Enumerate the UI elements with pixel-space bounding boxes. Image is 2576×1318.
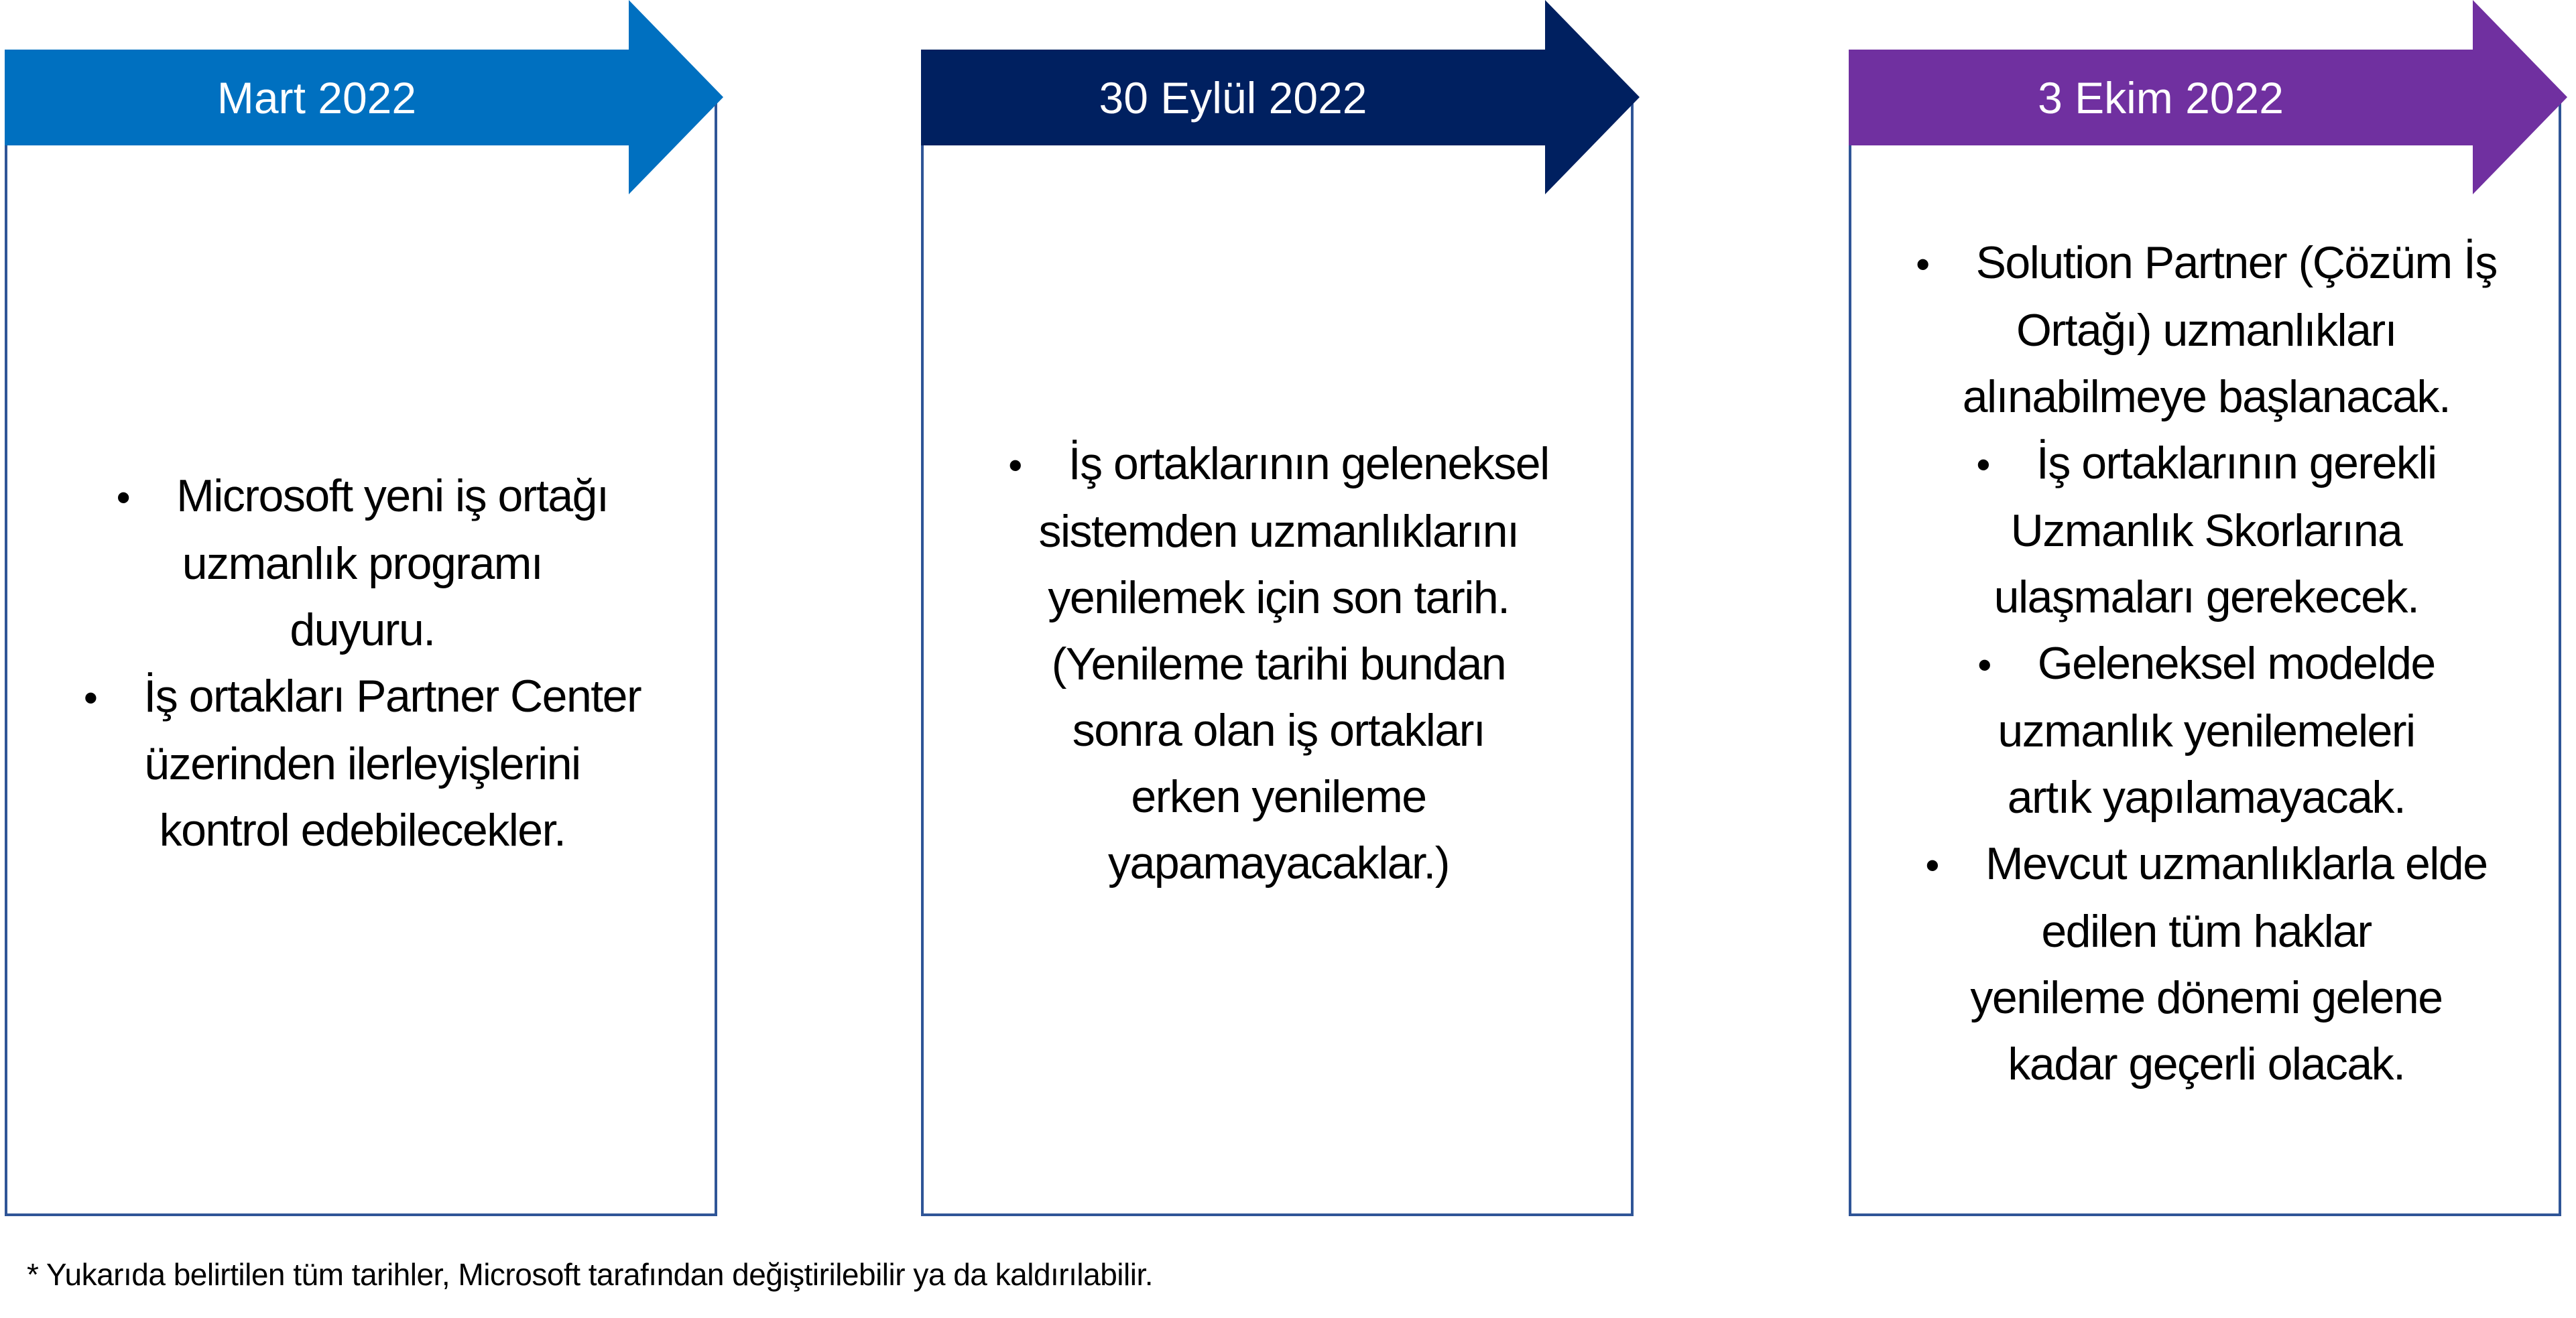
stage-box — [5, 97, 717, 1216]
bullet-text: İş ortaklarının geleneksel sistemden uzm… — [1038, 438, 1550, 888]
bullet-item: • Microsoft yeni iş ortağı uzmanlık progr… — [117, 463, 609, 663]
stage-box — [1849, 97, 2561, 1216]
timeline-stage-3: 3 Ekim 2022 • Solution Partner (Çözüm İş … — [1849, 0, 2567, 1220]
bullet-icon: • — [1916, 241, 1930, 287]
stage-content: • İş ortaklarının geleneksel sistemden uz… — [934, 154, 1623, 1173]
footnote: * Yukarıda belirtilen tüm tarihler, Micr… — [27, 1257, 1154, 1292]
bullet-item: • Mevcut uzmanlıklarla elde edilen tüm ha… — [1925, 831, 2488, 1098]
bullet-icon: • — [116, 475, 131, 520]
stage-content: • Microsoft yeni iş ortağı uzmanlık progr… — [18, 154, 707, 1173]
arrow-shape — [1849, 0, 2567, 194]
arrow-shape — [921, 0, 1640, 194]
bullet-text: İş ortakları Partner Center üzerinden il… — [143, 671, 641, 856]
timeline-stage-2: 30 Eylül 2022 • İş ortaklarının gelenekse… — [921, 0, 1640, 1220]
bullet-icon: • — [1977, 642, 1991, 687]
arrow-right-icon — [5, 0, 723, 194]
bullet-item: • Geleneksel modelde uzmanlık yenilemeler… — [1977, 631, 2436, 831]
arrow-right-icon — [921, 0, 1640, 194]
bullet-icon: • — [1008, 442, 1022, 488]
bullet-item: • Solution Partner (Çözüm İş Ortağı) uzma… — [1916, 230, 2498, 430]
stage-date: 30 Eylül 2022 — [1099, 72, 1367, 123]
bullet-item: • İş ortaklarının geleneksel sistemden uz… — [1008, 431, 1550, 897]
timeline-stage-1: Mart 2022 • Microsoft yeni iş ortağı uzma… — [5, 0, 723, 1220]
stage-date: 3 Ekim 2022 — [2038, 72, 2284, 123]
bullet-text: Microsoft yeni iş ortağı uzmanlık progra… — [176, 470, 609, 655]
stage-content: • Solution Partner (Çözüm İş Ortağı) uzma… — [1862, 154, 2551, 1173]
bullet-text: Geleneksel modelde uzmanlık yenilemeleri… — [1998, 637, 2436, 823]
arrow-right-icon — [1849, 0, 2567, 194]
bullet-text: İş ortaklarının gerekli Uzmanlık Skorlar… — [1994, 437, 2437, 622]
bullet-text: Solution Partner (Çözüm İş Ortağı) uzman… — [1962, 237, 2498, 422]
bullet-icon: • — [1976, 442, 1990, 487]
arrow-shape — [5, 0, 723, 194]
bullet-item: • İş ortaklarının gerekli Uzmanlık Skorla… — [1976, 430, 2437, 631]
bullet-icon: • — [1925, 842, 1939, 888]
bullet-item: • İş ortakları Partner Center üzerinden i… — [83, 663, 642, 864]
stage-box — [921, 97, 1634, 1216]
bullet-text: Mevcut uzmanlıklarla elde edilen tüm hak… — [1970, 838, 2488, 1090]
stage-date: Mart 2022 — [217, 72, 417, 123]
bullet-icon: • — [83, 675, 98, 720]
